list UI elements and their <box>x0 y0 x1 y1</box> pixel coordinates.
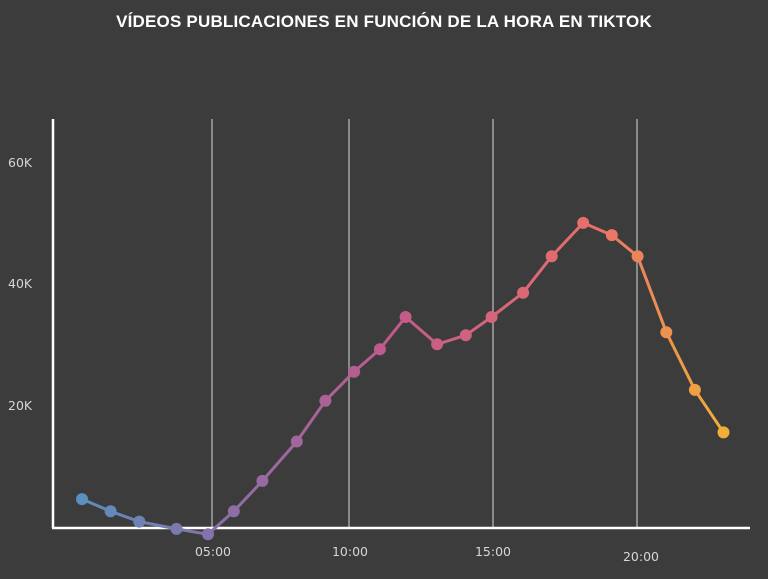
data-point <box>256 474 269 487</box>
data-point <box>485 311 498 323</box>
data-point <box>717 426 730 439</box>
y-tick-label: 60K <box>8 155 33 170</box>
tick-labels: 20K 40K 60K 05:00 10:00 15:00 20:00 <box>8 155 659 564</box>
data-point <box>431 338 444 351</box>
data-point <box>605 229 618 242</box>
data-point <box>290 435 303 448</box>
data-point <box>517 286 530 299</box>
y-tick-label: 40K <box>8 276 33 291</box>
data-point <box>631 250 644 263</box>
data-point <box>170 522 183 535</box>
data-point <box>202 528 214 541</box>
data-point <box>348 365 361 378</box>
data-point <box>133 515 146 528</box>
y-tick-label: 20K <box>8 398 33 413</box>
data-point <box>688 383 701 396</box>
data-points <box>76 216 730 541</box>
x-tick-label: 05:00 <box>195 544 231 559</box>
x-tick-label: 10:00 <box>332 544 368 559</box>
data-point <box>319 394 332 407</box>
data-point <box>373 343 386 356</box>
data-point <box>459 329 472 342</box>
data-point <box>399 311 412 323</box>
data-point <box>227 505 240 518</box>
data-point <box>76 493 88 506</box>
data-point <box>545 250 558 263</box>
series-line-path <box>80 221 725 536</box>
series-line <box>80 221 725 536</box>
data-point <box>660 326 673 339</box>
data-point <box>577 216 590 229</box>
x-tick-label: 20:00 <box>623 549 659 564</box>
chart-title: VÍDEOS PUBLICACIONES EN FUNCIÓN DE LA HO… <box>116 12 652 31</box>
x-tick-label: 15:00 <box>475 544 511 559</box>
data-point <box>104 505 117 518</box>
gridlines <box>211 119 638 528</box>
